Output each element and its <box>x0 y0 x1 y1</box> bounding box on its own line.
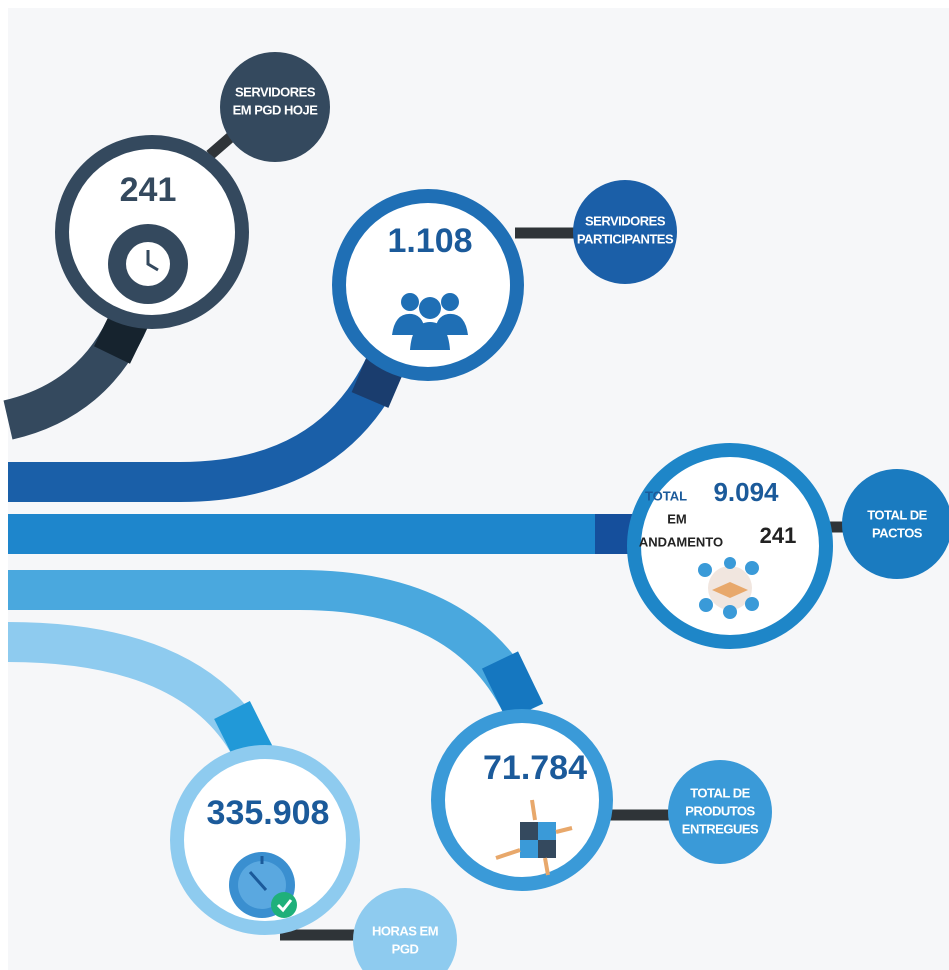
handshake-icon <box>698 557 759 619</box>
node-label: SERVIDORES <box>235 84 316 99</box>
label-bubble <box>353 888 457 970</box>
node-label: TOTAL DE <box>867 507 927 522</box>
node-label: ENTREGUES <box>682 821 759 836</box>
pipe-joint <box>351 357 404 408</box>
status-label: EM <box>667 511 687 526</box>
node-label: PARTICIPANTES <box>577 231 674 246</box>
node-circle <box>332 189 524 381</box>
label-bubble <box>220 52 330 162</box>
pipe-joint <box>481 651 544 721</box>
puzzle-icon <box>495 799 573 876</box>
node-label: EM PGD HOJE <box>233 102 319 117</box>
node-value: 241 <box>120 171 177 209</box>
stopwatch-icon <box>229 852 297 918</box>
node-label: PRODUTOS <box>685 803 755 818</box>
label-bubble <box>842 469 949 579</box>
node-label: TOTAL DE <box>690 785 750 800</box>
node-value: 1.108 <box>387 222 472 260</box>
label-bubble <box>668 760 772 864</box>
node-value: 335.908 <box>207 794 330 832</box>
node-label: PGD <box>392 941 419 956</box>
node-circle <box>431 709 613 891</box>
node-value: 71.784 <box>483 749 587 787</box>
node-label: SERVIDORES <box>585 213 666 228</box>
node-label: PACTOS <box>872 525 923 540</box>
status-value: 241 <box>760 523 797 548</box>
node-value: 9.094 <box>713 477 779 507</box>
status-label: ANDAMENTO <box>639 534 723 549</box>
label-bubble <box>573 180 677 284</box>
node-circle <box>170 745 360 935</box>
clock-icon <box>108 224 188 304</box>
people-icon <box>392 293 468 350</box>
total-label: TOTAL <box>645 488 687 503</box>
node-label: HORAS EM <box>372 923 438 938</box>
node-circle <box>627 443 833 649</box>
